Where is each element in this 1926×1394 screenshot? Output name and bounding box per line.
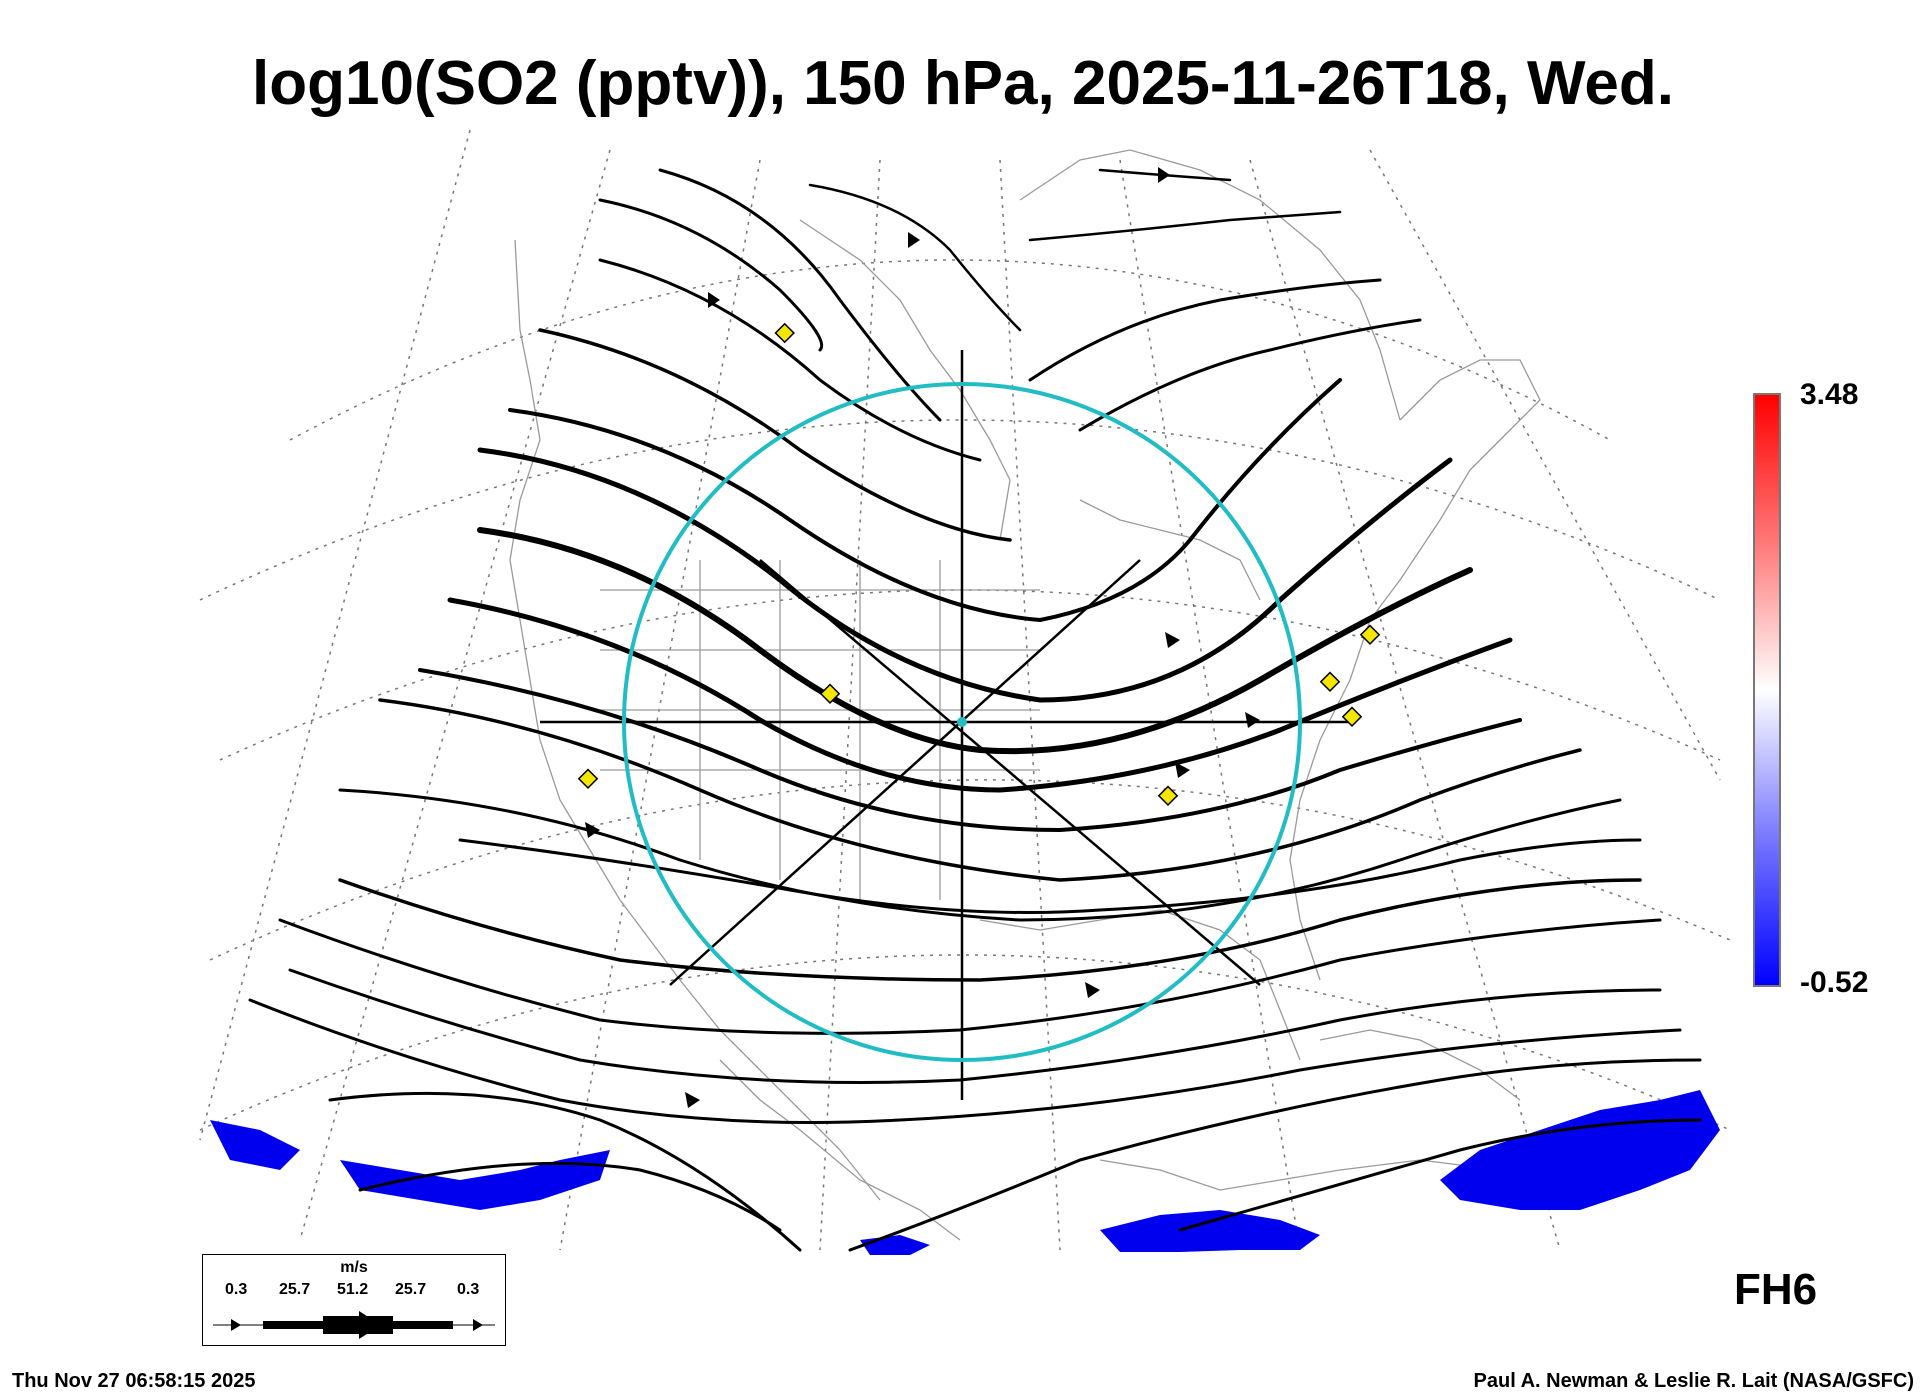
streamline [477,527,1473,755]
wind-speed-legend: m/s 0.3 25.7 51.2 25.7 0.3 [202,1254,506,1346]
legend-value: 0.3 [225,1281,248,1298]
footer-credit: Paul A. Newman & Leslie R. Lait (NASA/GS… [1473,1370,1914,1392]
streamline [598,198,823,352]
station-marker [819,683,841,704]
streamline [338,788,1622,922]
streamline [508,378,1342,623]
streamline [447,597,1513,793]
so2-patches [210,1090,1720,1255]
target-ring [622,382,1302,1062]
streamlines [248,168,1702,1252]
chart-title: log10(SO2 (pptv)), 150 hPa, 2025-11-26T1… [252,49,1674,118]
legend-unit: m/s [340,1259,368,1276]
streamline [1178,1118,1702,1232]
legend-value: 51.2 [337,1281,369,1298]
streamline [598,258,982,462]
streamline [328,1091,802,1252]
coastlines [509,149,1541,1241]
station-marker [774,322,795,344]
colorbar [1753,393,1781,987]
streamline [658,168,942,422]
station-markers [577,322,1381,806]
streamline [808,183,1022,332]
station-marker [1341,706,1363,727]
station-marker [1157,785,1179,806]
forecast-hour-label: FH6 [1734,1265,1818,1314]
streamline [1028,278,1382,382]
legend-value: 25.7 [279,1281,311,1298]
legend-value: 25.7 [395,1281,427,1298]
legend-value: 0.3 [457,1281,480,1298]
streamline [848,1058,1702,1252]
streamline [278,918,1662,1035]
streamline [458,838,1642,914]
streamline [477,447,1453,703]
arrowheads [585,167,1260,1108]
streamline [248,998,1682,1124]
legend-arrow-sample [213,1311,495,1339]
station-marker [1359,624,1381,645]
streamline [538,328,1012,542]
streamline [1028,210,1342,242]
colorbar-max-label: 3.48 [1800,378,1859,411]
station-marker [577,768,599,789]
streamline [338,878,1642,982]
streamline [358,1161,782,1232]
ring-center [957,717,967,727]
streamline [288,968,1662,1084]
streamline [1078,318,1422,432]
colorbar-min-label: -0.52 [1800,966,1869,999]
streamline [378,698,1582,882]
graticule [199,129,1731,1251]
footer-timestamp: Thu Nov 27 06:58:15 2025 [12,1370,256,1392]
station-marker [1319,671,1341,692]
